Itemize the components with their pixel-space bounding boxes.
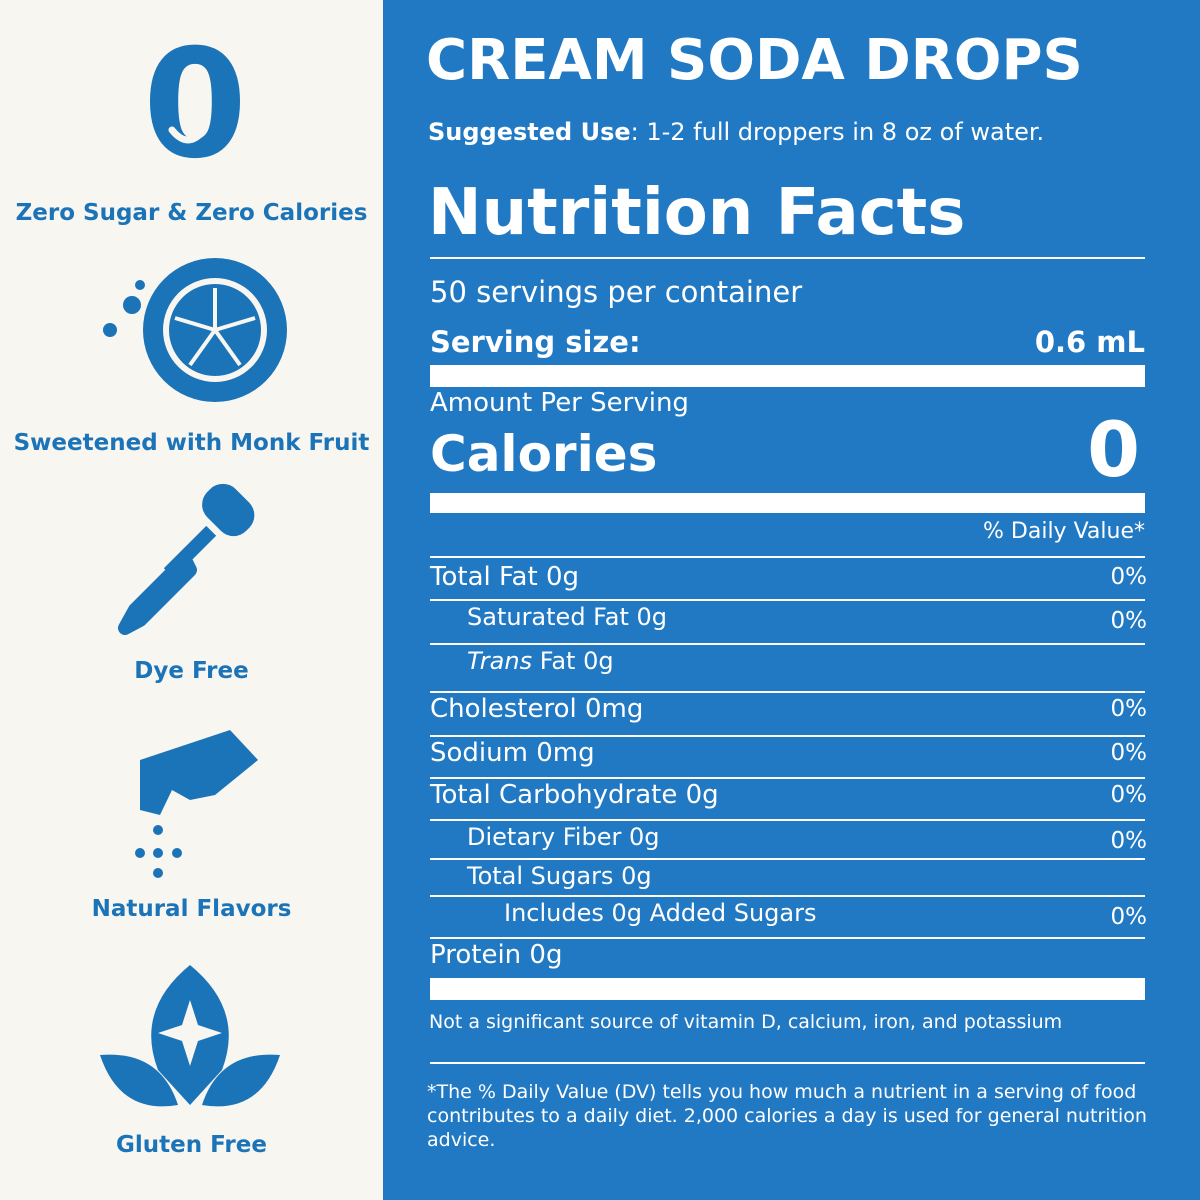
daily-value: 0% [1110, 564, 1148, 590]
nutrient-row: Includes 0g Added Sugars 0% [430, 898, 1148, 938]
rule [430, 643, 1145, 645]
nutrient-name-italic: Trans [467, 647, 533, 675]
serving-size-label: Serving size: [430, 325, 641, 359]
nutrient-name-text: Total Sugars 0g [467, 862, 652, 890]
feature-label: Natural Flavors [91, 896, 292, 922]
nutrient-row: Dietary Fiber 0g 0% [430, 822, 1148, 862]
feature-label: Sweetened with Monk Fruit [13, 430, 370, 456]
nutrient-name: Trans Fat 0g [430, 647, 614, 675]
rule [430, 858, 1145, 860]
icons [100, 126, 287, 1107]
daily-value: 0% [1110, 608, 1148, 634]
nutrient-name: Dietary Fiber 0g [430, 823, 659, 851]
nutrient-name: Total Fat 0g [430, 562, 579, 592]
nutrient-row: Saturated Fat 0g 0% [430, 602, 1148, 642]
nutrient-name: Total Carbohydrate 0g [430, 780, 719, 810]
feature-label: Zero Sugar & Zero Calories [15, 200, 368, 226]
nutrient-row: Sodium 0mg 0% [430, 738, 1148, 778]
nutrient-row: Total Carbohydrate 0g 0% [430, 780, 1148, 820]
suggested-use-label: Suggested Use [428, 118, 631, 146]
rule [430, 691, 1145, 693]
nutrient-name: Protein 0g [430, 940, 562, 970]
rule [430, 257, 1145, 259]
features-panel: 0 Zero Sugar & Zero Calories Sweetened w… [0, 0, 383, 1200]
nutrient-name-text: Saturated Fat 0g [467, 603, 668, 631]
calories-label: Calories [430, 425, 658, 483]
serving-size-value: 0.6 mL [1034, 325, 1145, 359]
nutrient-name: Cholesterol 0mg [430, 694, 643, 724]
suggested-use: Suggested Use: 1-2 full droppers in 8 oz… [428, 118, 1044, 146]
daily-value: 0% [1110, 828, 1148, 854]
nutrient-name: Saturated Fat 0g [430, 603, 667, 631]
daily-value: 0% [1110, 904, 1148, 930]
daily-value: 0% [1110, 740, 1148, 766]
nutrient-name-text: Total Fat 0g [430, 562, 579, 592]
daily-value: 0% [1110, 782, 1148, 808]
rule [430, 556, 1145, 558]
rule [430, 937, 1145, 939]
note: Not a significant source of vitamin D, c… [429, 1011, 1063, 1033]
nutrient-name: Includes 0g Added Sugars [430, 899, 816, 927]
nutrient-row: Total Sugars 0g [430, 861, 1145, 901]
rule [430, 599, 1145, 601]
nutrient-name: Sodium 0mg [430, 738, 595, 768]
footnote: *The % Daily Value (DV) tells you how mu… [427, 1081, 1147, 1151]
dv-header: % Daily Value* [983, 519, 1145, 544]
rule [430, 895, 1145, 897]
servings: 50 servings per container [430, 275, 803, 309]
nutrient-name: Total Sugars 0g [430, 862, 652, 890]
nutrient-row: Protein 0g [430, 940, 1145, 980]
nutrient-row: Total Fat 0g 0% [430, 562, 1148, 602]
nutrition-panel: CREAM SODA DROPS Suggested Use: 1-2 full… [383, 0, 1200, 1200]
nutrient-row: Trans Fat 0g [430, 646, 1145, 686]
nutrient-name-text: Cholesterol 0mg [430, 694, 644, 724]
feature-label: Dye Free [134, 658, 249, 684]
nutrition-heading: Nutrition Facts [428, 176, 966, 250]
thick-rule [430, 365, 1145, 387]
nutrient-name-text: Protein 0g [430, 940, 563, 970]
rule [430, 777, 1145, 779]
nutrient-name-text: Total Carbohydrate 0g [430, 780, 719, 810]
rule [430, 735, 1145, 737]
nutrient-name-text: Sodium 0mg [430, 738, 595, 768]
calories-value: 0 [1087, 405, 1140, 494]
rule [430, 819, 1145, 821]
thick-rule [430, 978, 1145, 1000]
nutrient-name-text: Includes 0g Added Sugars [504, 899, 817, 927]
nutrient-name-text: Fat 0g [532, 647, 614, 675]
nutrient-row: Cholesterol 0mg 0% [430, 694, 1148, 734]
nutrient-name-text: Dietary Fiber 0g [467, 823, 660, 851]
thick-rule [430, 493, 1145, 513]
feature-label: Gluten Free [116, 1132, 267, 1158]
rule [430, 1062, 1145, 1064]
amount-per-serving: Amount Per Serving [430, 388, 689, 418]
product-title: CREAM SODA DROPS [426, 28, 1083, 93]
zero-badge: 0 [142, 18, 248, 192]
daily-value: 0% [1110, 696, 1148, 722]
suggested-use-text: : 1-2 full droppers in 8 oz of water. [630, 118, 1045, 146]
